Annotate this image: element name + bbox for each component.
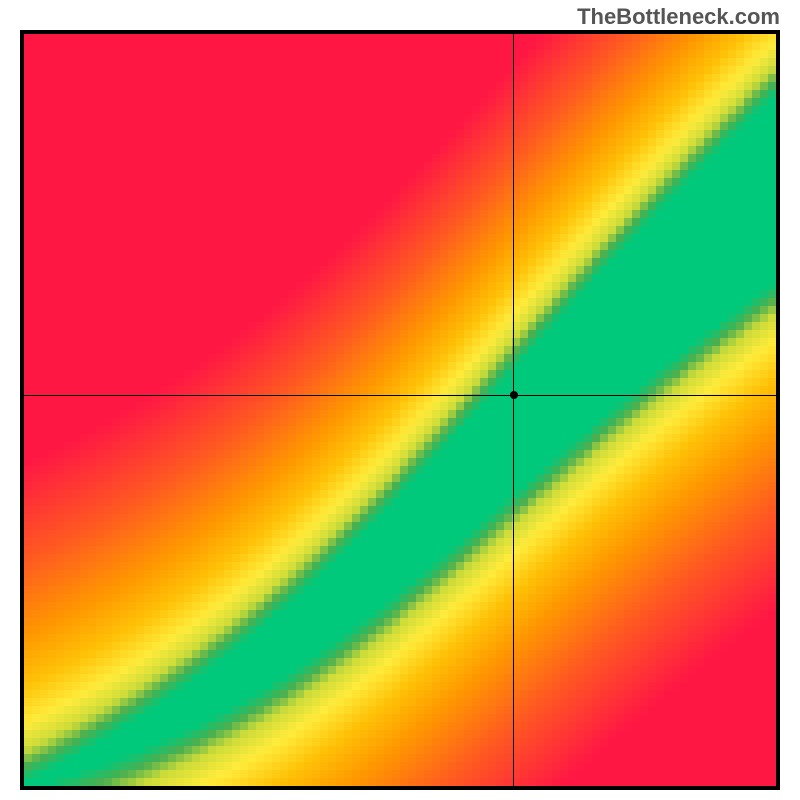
crosshair-dot bbox=[510, 391, 518, 399]
crosshair-horizontal bbox=[20, 395, 780, 396]
crosshair-vertical bbox=[513, 30, 514, 790]
heatmap-canvas bbox=[24, 34, 776, 786]
heatmap-plot bbox=[20, 30, 780, 790]
watermark-text: TheBottleneck.com bbox=[577, 4, 780, 30]
chart-container: TheBottleneck.com bbox=[0, 0, 800, 800]
